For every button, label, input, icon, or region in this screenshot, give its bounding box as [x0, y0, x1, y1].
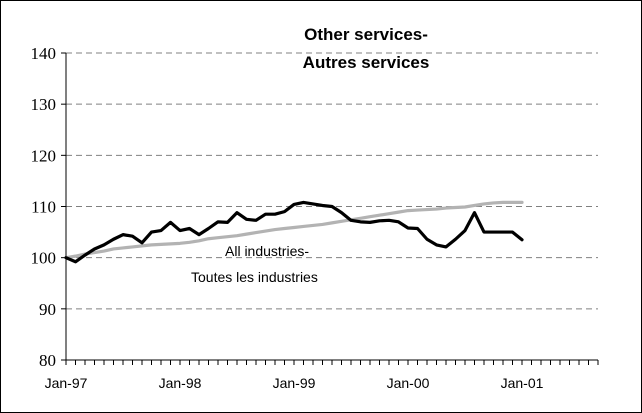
- y-tick-label: 130: [31, 95, 57, 114]
- annotation-all-industries: All industries-: [225, 243, 309, 259]
- chart-title-line1: Other services-: [304, 25, 428, 44]
- series-lines: [64, 200, 524, 264]
- series-line-all-industries: [64, 200, 524, 260]
- x-tick-label: Jan-01: [501, 375, 544, 391]
- axes: 80 90 100 110 120 130 140 Jan-97 Jan-98 Jan-99 Jan…: [31, 44, 599, 391]
- y-tick-label: 110: [31, 198, 56, 217]
- y-tick-label: 140: [31, 44, 57, 63]
- y-tick-label: 80: [39, 351, 56, 370]
- x-tick-label: Jan-99: [273, 375, 316, 391]
- x-tick-label: Jan-98: [159, 375, 202, 391]
- y-tick-label: 100: [31, 249, 57, 268]
- y-tick-label: 90: [39, 300, 56, 319]
- x-tick-label: Jan-97: [45, 375, 88, 391]
- annotation-toutes-les-industries: Toutes les industries: [191, 269, 318, 285]
- series-line-other-services: [64, 200, 524, 264]
- x-tick-label: Jan-00: [387, 375, 430, 391]
- chart-title-line2: Autres services: [303, 53, 430, 72]
- y-tick-label: 120: [31, 146, 57, 165]
